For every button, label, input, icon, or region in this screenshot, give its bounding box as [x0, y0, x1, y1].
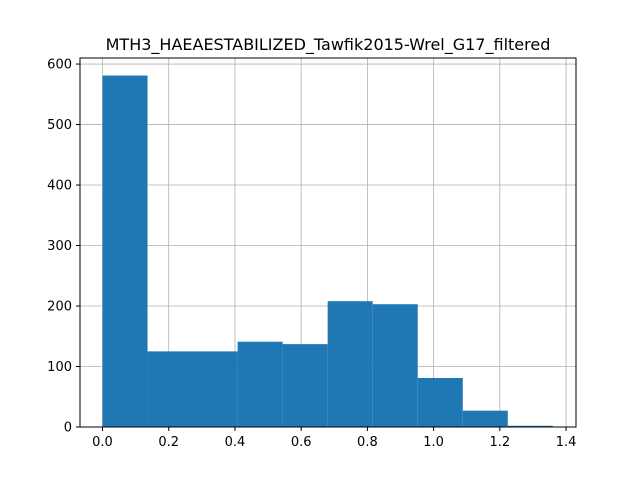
histogram-bar [372, 304, 418, 427]
histogram-bar [237, 341, 283, 427]
axes [79, 57, 577, 428]
x-tick-label: 0.2 [158, 435, 179, 450]
x-tick-label: 1.2 [490, 435, 511, 450]
histogram-bar [327, 301, 373, 427]
x-tick-label: 0.6 [291, 435, 312, 450]
y-tick-label: 100 [47, 360, 72, 375]
histogram-bars [102, 75, 553, 427]
x-tick-label: 0.8 [357, 435, 378, 450]
y-tick-label: 200 [47, 300, 72, 315]
x-axis-ticks: 0.0 0.2 0.4 0.6 0.8 1.0 1.2 1.4 [92, 427, 576, 450]
y-axis-ticks: 0 100 200 300 400 500 600 [47, 58, 80, 436]
y-tick-label: 0 [64, 421, 72, 436]
histogram-bar [417, 378, 463, 427]
chart-title: MTH3_HAEAESTABILIZED_Tawfik2015-Wrel_G17… [106, 35, 551, 55]
y-tick-label: 300 [47, 239, 72, 254]
y-tick-label: 600 [47, 58, 72, 73]
y-tick-label: 400 [47, 179, 72, 194]
x-tick-label: 1.4 [556, 435, 577, 450]
y-tick-label: 500 [47, 118, 72, 133]
x-tick-label: 0.0 [92, 435, 113, 450]
histogram-bar [507, 425, 553, 427]
plot-frame [79, 57, 577, 428]
x-tick-label: 0.4 [225, 435, 246, 450]
histogram-bar [462, 410, 508, 427]
x-tick-label: 1.0 [423, 435, 444, 450]
histogram-bar [147, 351, 238, 427]
histogram-bar [282, 344, 328, 427]
histogram-bar [102, 75, 148, 427]
